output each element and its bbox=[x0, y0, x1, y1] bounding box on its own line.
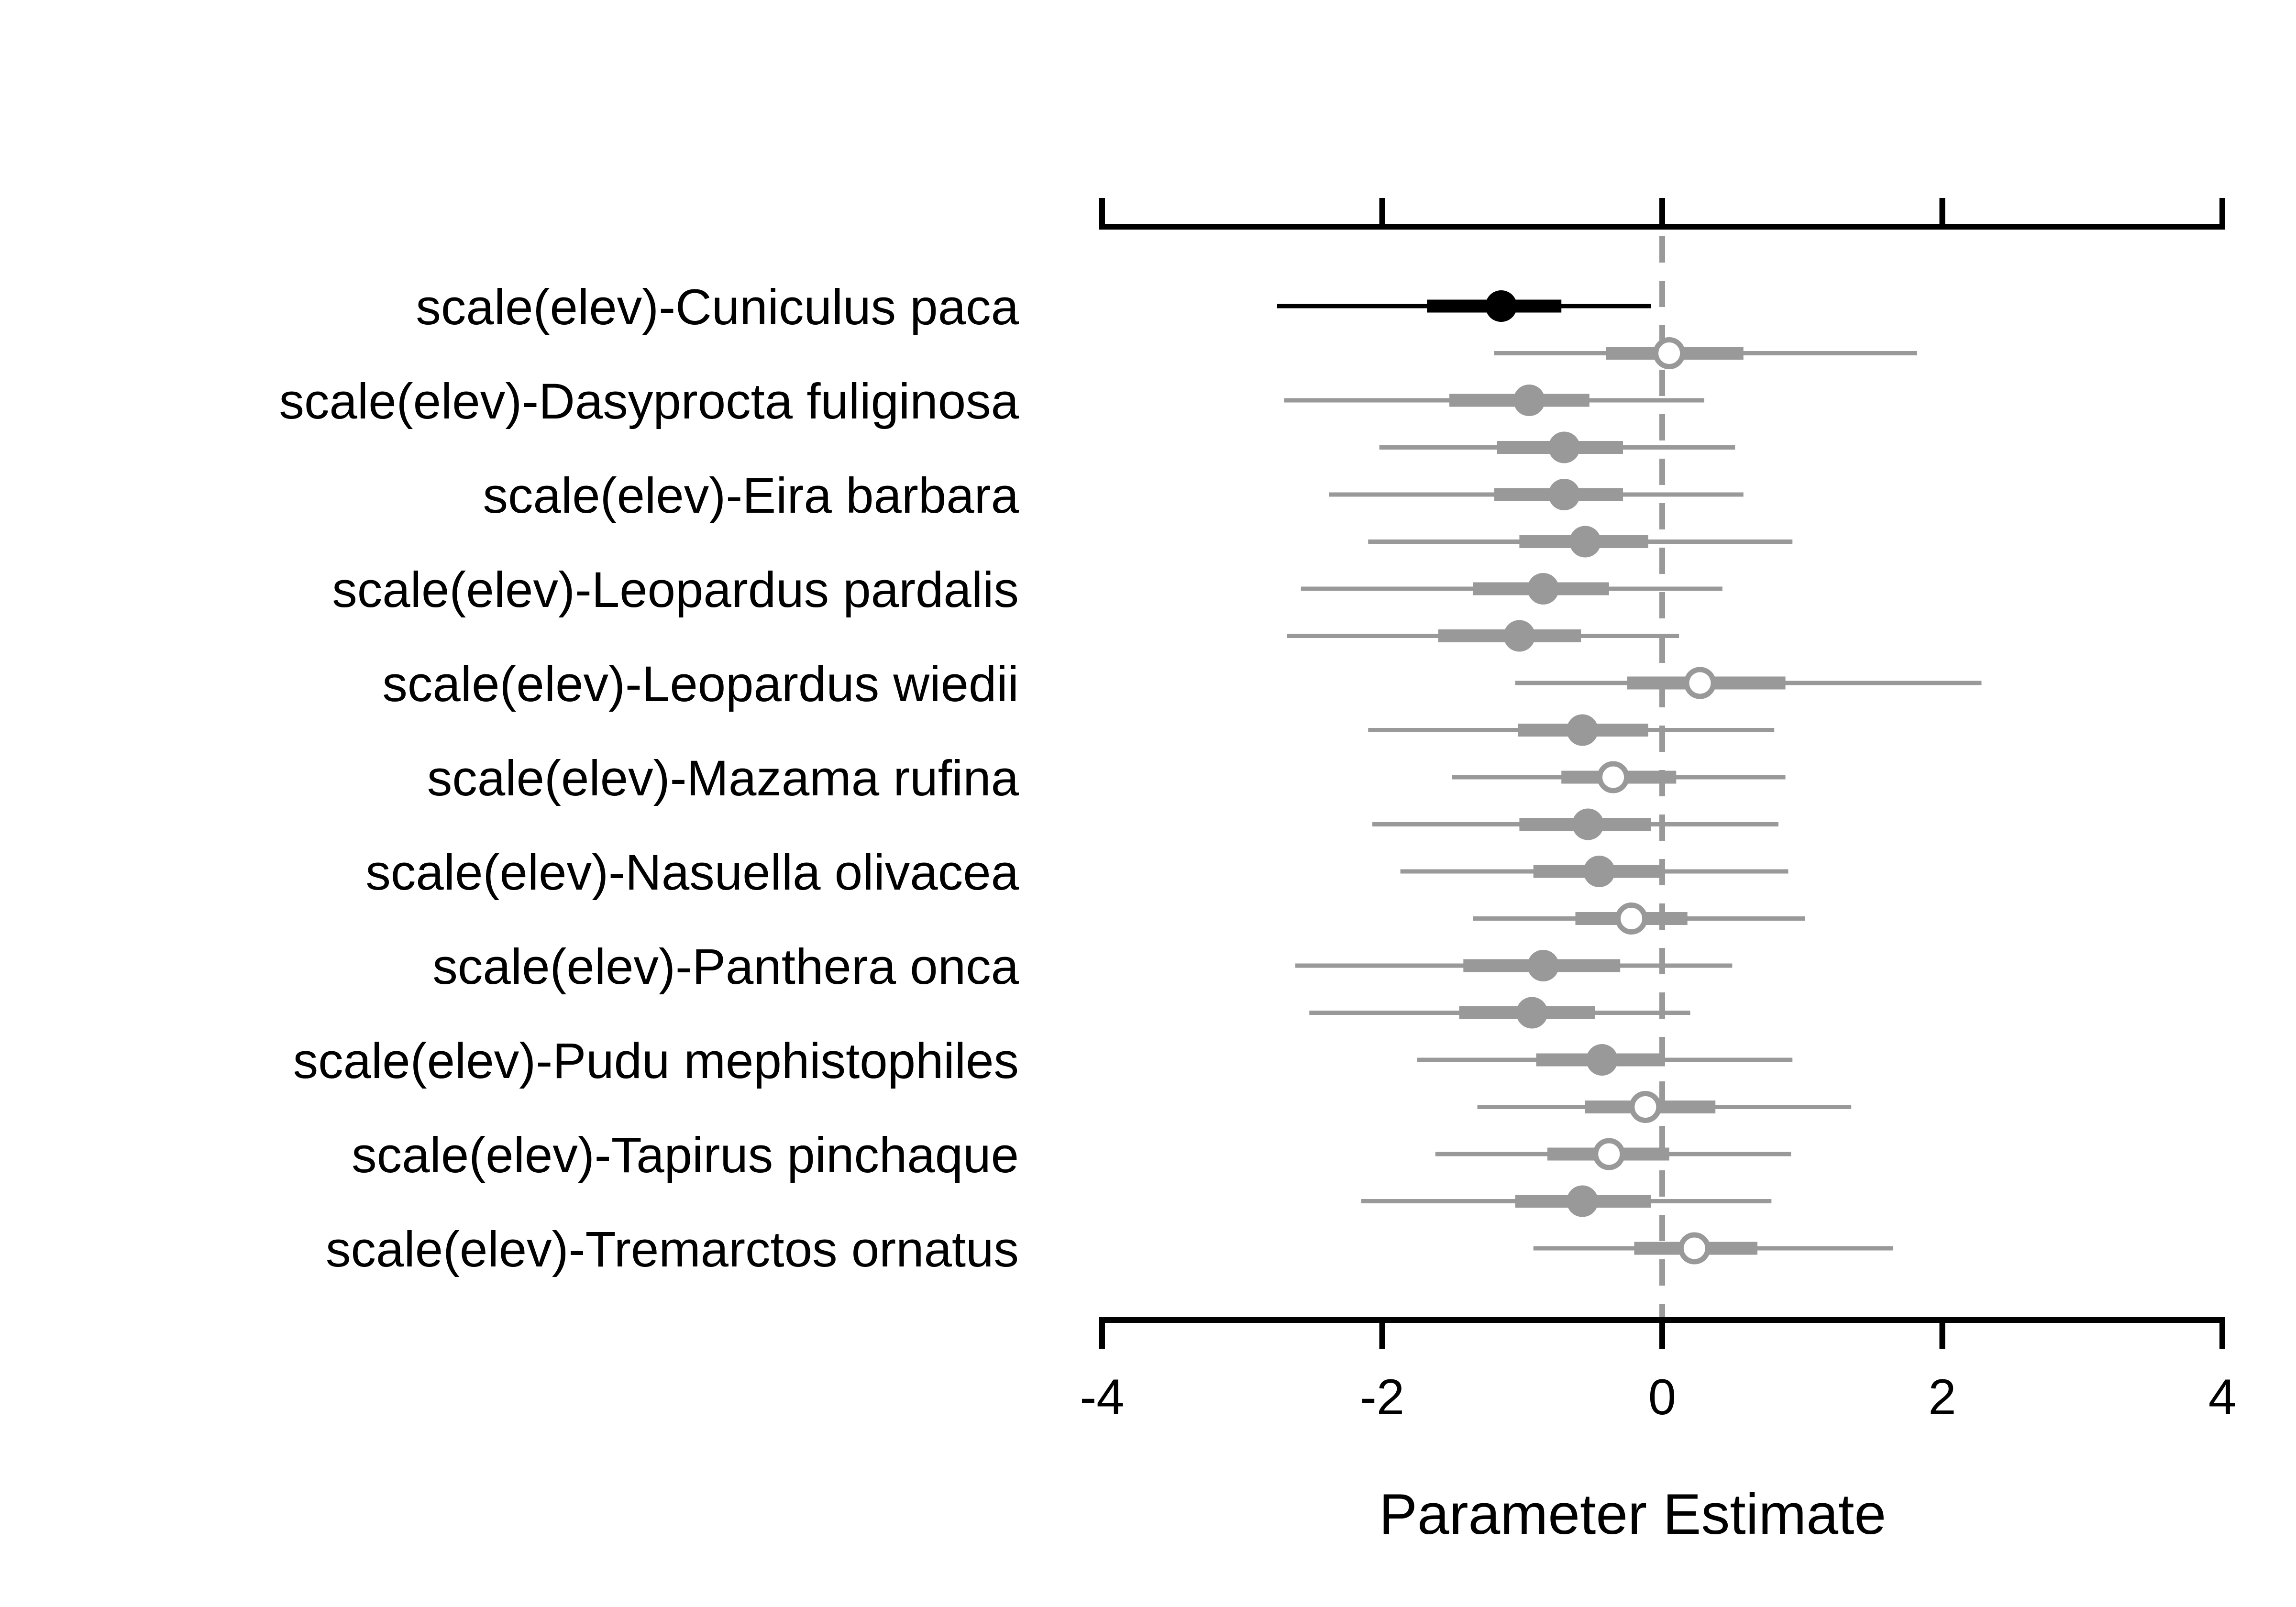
estimate-point bbox=[1485, 290, 1517, 322]
species-label: scale(elev)-Dasyprocta fuliginosa bbox=[279, 374, 1019, 429]
estimate-row bbox=[1309, 997, 1690, 1029]
estimate-point bbox=[1527, 950, 1559, 981]
estimate-point bbox=[1583, 856, 1615, 887]
estimate-point bbox=[1516, 997, 1548, 1029]
species-label: scale(elev)-Eira barbara bbox=[483, 468, 1019, 524]
x-tick-label: 4 bbox=[2208, 1369, 2236, 1425]
species-label: scale(elev)-Leopardus wiedii bbox=[382, 656, 1019, 712]
estimate-row bbox=[1515, 667, 1982, 699]
estimate-point bbox=[1503, 620, 1535, 652]
estimate-row bbox=[1477, 1091, 1852, 1123]
species-label: scale(elev)-Mazama rufina bbox=[427, 750, 1019, 806]
estimate-row bbox=[1329, 479, 1744, 510]
x-tick-label: 2 bbox=[1928, 1369, 1956, 1425]
estimate-point bbox=[1548, 431, 1580, 463]
species-label: scale(elev)-Tremarctos ornatus bbox=[326, 1222, 1019, 1277]
axes-layer: -4 -2 0 2 4 bbox=[1080, 198, 2236, 1425]
estimate-point bbox=[1548, 479, 1580, 510]
x-tick-label: -4 bbox=[1080, 1369, 1124, 1425]
estimate-row bbox=[1295, 950, 1733, 981]
estimate-point-open bbox=[1597, 761, 1630, 793]
estimate-row bbox=[1435, 1138, 1791, 1170]
estimate-row bbox=[1379, 431, 1735, 463]
species-label: scale(elev)-Cuniculus paca bbox=[416, 279, 1019, 335]
x-tick-label: 0 bbox=[1648, 1369, 1676, 1425]
estimate-row bbox=[1301, 573, 1722, 605]
x-axis-title: Parameter Estimate bbox=[1379, 1482, 1886, 1546]
estimate-row bbox=[1372, 808, 1778, 840]
estimate-row bbox=[1277, 290, 1651, 322]
estimate-row bbox=[1494, 337, 1917, 369]
estimate-point-open bbox=[1615, 903, 1648, 935]
estimate-row bbox=[1284, 385, 1704, 416]
estimate-row bbox=[1361, 1185, 1772, 1217]
estimate-row bbox=[1400, 856, 1788, 887]
estimate-point bbox=[1572, 808, 1604, 840]
estimate-row bbox=[1533, 1232, 1894, 1265]
species-labels: scale(elev)-Cuniculus paca scale(elev)-Da… bbox=[279, 279, 1019, 1277]
estimate-point bbox=[1567, 714, 1599, 746]
estimate-point bbox=[1567, 1185, 1599, 1217]
estimate-point-open bbox=[1653, 337, 1686, 369]
estimate-row bbox=[1473, 903, 1805, 935]
estimate-point-open bbox=[1684, 667, 1716, 699]
x-tick-label: -2 bbox=[1360, 1369, 1404, 1425]
species-label: scale(elev)-Panthera onca bbox=[432, 939, 1019, 995]
species-label: scale(elev)-Pudu mephistophiles bbox=[293, 1033, 1019, 1089]
estimate-row bbox=[1287, 620, 1679, 652]
marks-layer bbox=[1277, 290, 1982, 1265]
estimate-point-open bbox=[1678, 1232, 1711, 1265]
estimate-point bbox=[1513, 385, 1545, 416]
estimate-point-open bbox=[1593, 1138, 1625, 1170]
estimate-row bbox=[1417, 1044, 1793, 1076]
species-label: scale(elev)-Leopardus pardalis bbox=[332, 562, 1019, 618]
estimate-point bbox=[1586, 1044, 1618, 1076]
estimate-point bbox=[1569, 526, 1601, 558]
species-label: scale(elev)-Tapirus pinchaque bbox=[352, 1127, 1019, 1183]
estimate-row bbox=[1368, 714, 1775, 746]
estimate-row bbox=[1368, 526, 1793, 558]
estimate-row bbox=[1452, 761, 1786, 793]
species-label: scale(elev)-Nasuella olivacea bbox=[365, 845, 1019, 901]
estimate-point-open bbox=[1629, 1091, 1662, 1123]
estimate-point bbox=[1527, 573, 1559, 605]
